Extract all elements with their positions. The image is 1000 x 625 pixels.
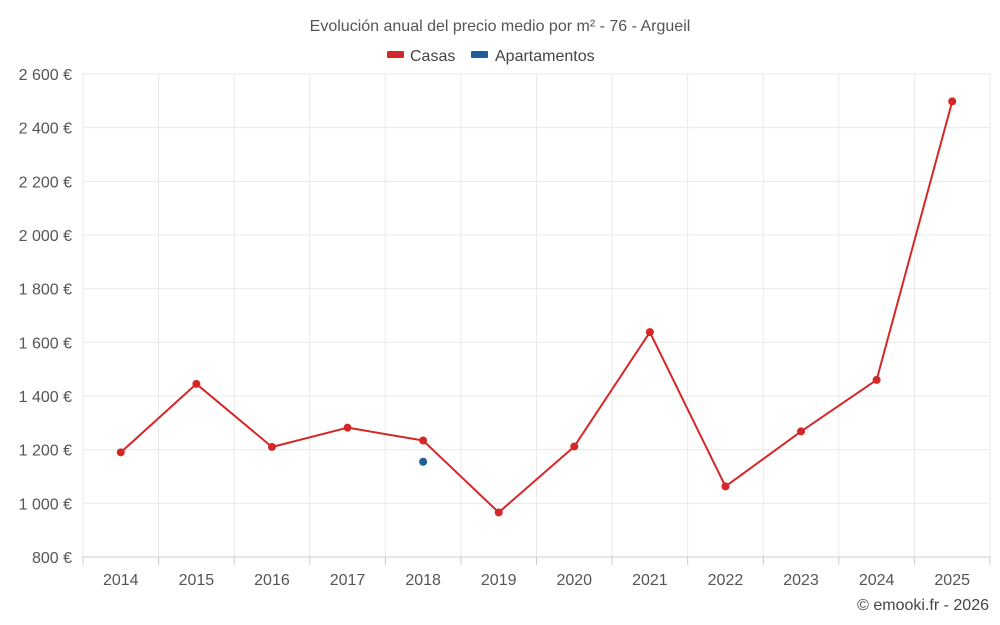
legend-label-casas: Casas	[410, 48, 455, 65]
series-casas	[116, 97, 957, 517]
data-point-casas-2025[interactable]	[948, 97, 957, 106]
data-point-casas-2022[interactable]	[721, 482, 730, 491]
legend-item-apartamentos[interactable]: Apartamentos	[471, 48, 595, 65]
x-tick-label: 2025	[934, 572, 970, 589]
x-tick-label: 2015	[179, 572, 215, 589]
data-point-apartamentos-2018[interactable]	[419, 457, 428, 466]
legend-swatch-casas	[387, 51, 404, 58]
data-point-casas-2020[interactable]	[570, 442, 579, 451]
y-tick-label: 2 000 €	[19, 228, 72, 245]
data-point-casas-2015[interactable]	[192, 379, 201, 388]
x-tick-label: 2014	[103, 572, 139, 589]
x-tick-label: 2016	[254, 572, 290, 589]
data-point-casas-2016[interactable]	[267, 442, 276, 451]
credit-text: © emooki.fr - 2026	[857, 597, 989, 614]
y-tick-label: 2 400 €	[19, 121, 72, 138]
data-point-casas-2019[interactable]	[494, 508, 503, 517]
y-tick-label: 1 400 €	[19, 389, 72, 406]
y-tick-label: 1 800 €	[19, 282, 72, 299]
y-tick-label: 800 €	[32, 550, 72, 567]
data-point-casas-2024[interactable]	[872, 375, 881, 384]
x-tick-label: 2022	[708, 572, 744, 589]
x-tick-label: 2024	[859, 572, 895, 589]
x-tick-label: 2020	[556, 572, 592, 589]
series-apartamentos	[419, 457, 428, 466]
legend: Casas Apartamentos	[387, 48, 595, 65]
y-tick-label: 1 600 €	[19, 335, 72, 352]
x-tick-label: 2017	[330, 572, 366, 589]
y-tick-label: 1 200 €	[19, 443, 72, 460]
legend-swatch-apartamentos	[471, 51, 488, 58]
data-point-casas-2018[interactable]	[419, 436, 428, 445]
data-point-casas-2021[interactable]	[645, 328, 654, 337]
axes: 800 € 1 000 € 1 200 € 1 400 € 1 600 € 1 800 €…	[19, 67, 991, 589]
data-point-casas-2017[interactable]	[343, 423, 352, 432]
legend-item-casas[interactable]: Casas	[387, 48, 455, 65]
series	[116, 97, 957, 517]
x-tick-label: 2019	[481, 572, 517, 589]
chart-title: Evolución anual del precio medio por m² …	[310, 18, 691, 35]
series-line-casas	[120, 101, 954, 514]
x-tick-label: 2018	[405, 572, 441, 589]
data-point-casas-2014[interactable]	[116, 448, 125, 457]
data-point-casas-2023[interactable]	[797, 427, 806, 436]
x-tick-label: 2021	[632, 572, 668, 589]
y-tick-label: 2 200 €	[19, 174, 72, 191]
y-tick-label: 2 600 €	[19, 67, 72, 84]
y-tick-label: 1 000 €	[19, 496, 72, 513]
legend-label-apartamentos: Apartamentos	[495, 48, 595, 65]
x-tick-label: 2023	[783, 572, 819, 589]
grid	[82, 73, 991, 558]
